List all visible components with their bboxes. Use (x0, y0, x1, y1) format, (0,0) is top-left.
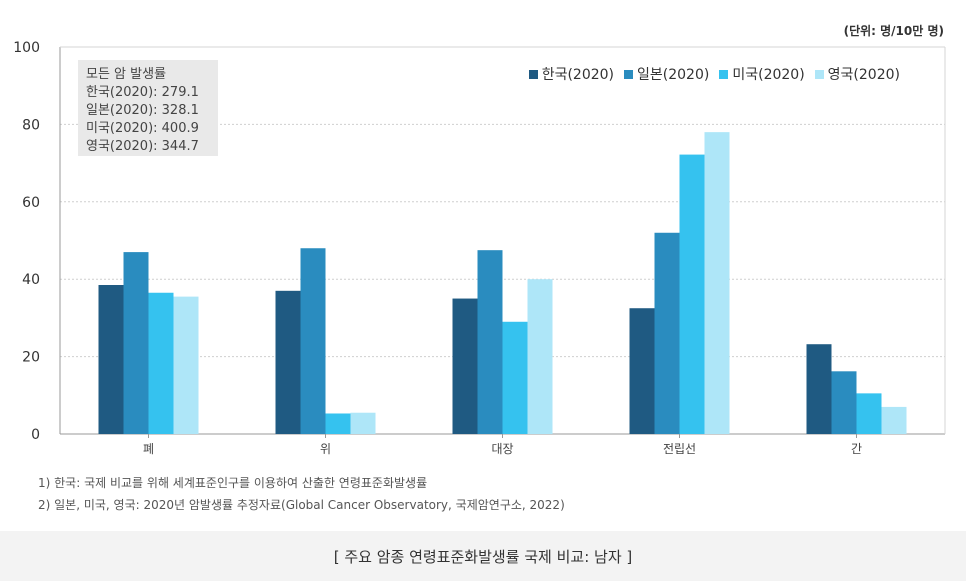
legend-item-usa: 미국(2020) (719, 64, 805, 84)
y-tick-label: 20 (22, 350, 40, 366)
chart-legend: 한국(2020) 일본(2020) 미국(2020) 영국(2020) (528, 64, 900, 84)
x-tick-label: 대장 (491, 442, 513, 456)
legend-label: 미국(2020) (732, 67, 805, 83)
bar (123, 252, 149, 434)
x-tick-label: 전립선 (663, 442, 696, 456)
x-tick-label: 간 (851, 442, 862, 456)
bar (502, 321, 528, 434)
bar (856, 393, 882, 434)
y-tick-label: 100 (13, 40, 40, 56)
bar (629, 308, 655, 434)
legend-item-korea: 한국(2020) (528, 64, 615, 84)
bar (704, 132, 730, 434)
bar (98, 285, 124, 434)
bar (173, 296, 199, 434)
footnote: 2) 일본, 미국, 영국: 2020년 암발생률 추정자료(Global Ca… (38, 498, 565, 512)
legend-label: 한국(2020) (541, 67, 615, 83)
y-tick-label: 60 (22, 195, 40, 211)
bar (527, 279, 553, 434)
summary-line: 미국(2020): 400.9 (86, 121, 199, 136)
legend-swatch (624, 69, 634, 79)
x-tick-label: 폐 (143, 442, 154, 456)
bar (477, 250, 503, 434)
legend-swatch (814, 69, 824, 79)
unit-label: (단위: 명/10만 명) (843, 24, 944, 38)
y-tick-label: 40 (22, 272, 40, 288)
summary-line: 일본(2020): 328.1 (86, 103, 199, 118)
summary-box: 모든 암 발생률 한국(2020): 279.1 일본(2020): 328.1… (78, 60, 218, 156)
footnotes: 1) 한국: 국제 비교를 위해 세계표준인구를 이용하여 산출한 연령표준화발… (38, 472, 565, 516)
bar (806, 344, 832, 434)
bar (654, 232, 680, 434)
summary-title: 모든 암 발생률 (86, 67, 167, 82)
bar (881, 406, 907, 434)
bar (275, 290, 301, 434)
legend-label: 영국(2020) (827, 67, 900, 83)
bar (148, 292, 174, 434)
legend-item-japan: 일본(2020) (624, 64, 709, 84)
bar (452, 298, 478, 434)
legend-swatch (528, 69, 538, 79)
summary-line: 한국(2020): 279.1 (86, 85, 199, 100)
caption-text: [ 주요 암종 연령표준화발생률 국제 비교: 남자 ] (333, 547, 633, 566)
legend-item-uk: 영국(2020) (814, 64, 900, 84)
legend-swatch (719, 69, 729, 79)
bar (350, 412, 376, 434)
bar (831, 371, 857, 434)
legend-label: 일본(2020) (637, 67, 710, 83)
bar (300, 248, 326, 434)
y-tick-label: 80 (22, 117, 40, 133)
bar (325, 413, 351, 434)
bar (679, 154, 705, 434)
x-tick-label: 위 (320, 442, 331, 456)
summary-line: 영국(2020): 344.7 (86, 139, 199, 154)
y-tick-label: 0 (31, 427, 40, 443)
figure-caption: [ 주요 암종 연령표준화발생률 국제 비교: 남자 ] (0, 531, 966, 581)
footnote: 1) 한국: 국제 비교를 위해 세계표준인구를 이용하여 산출한 연령표준화발… (38, 476, 428, 490)
